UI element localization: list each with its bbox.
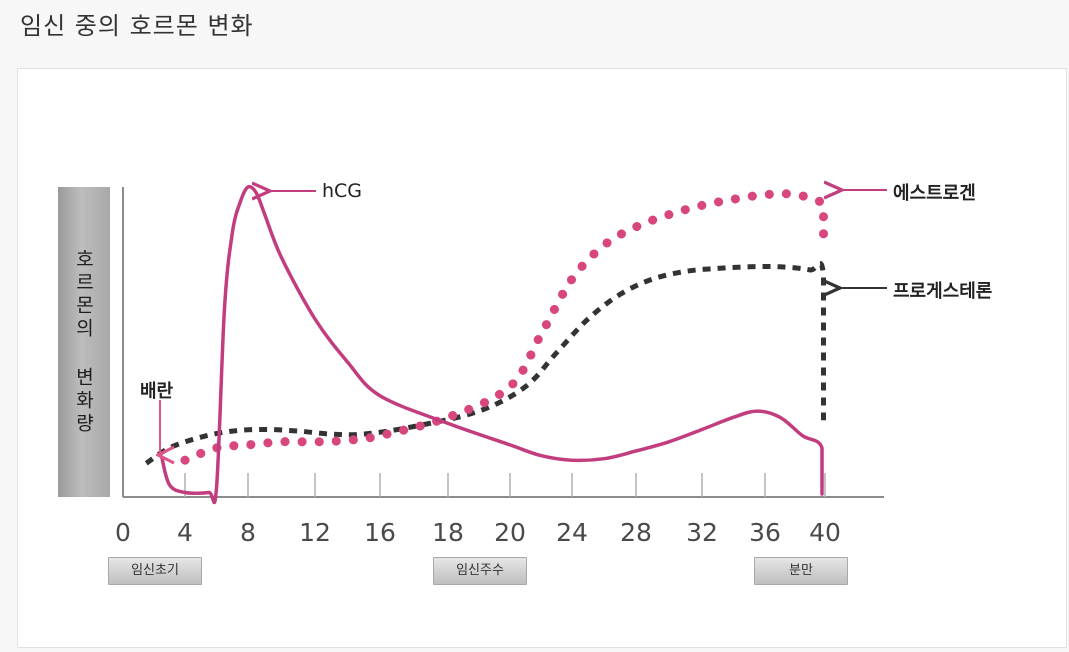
annotation-estrogen: 에스트로겐 [893,183,976,204]
x-tick-label-28: 28 [620,518,652,547]
annotation-progesterone: 프로게스테론 [893,281,993,302]
phase-early: 임신초기 [108,557,202,585]
x-tick-label-0: 0 [115,518,131,547]
y-axis-label-box: 호르몬의 변화량 [58,187,110,497]
series-line-progesterone [144,260,826,466]
x-tick-label-4: 4 [177,518,193,547]
x-tick-label-40: 40 [809,518,841,547]
series-line-hcg [160,184,824,505]
x-tick-label-36: 36 [749,518,781,547]
x-tick-label-24: 24 [556,518,588,547]
y-axis-label: 호르몬의 변화량 [72,248,95,436]
series-line-estrogen [180,189,828,465]
axes [122,187,884,498]
annotation-hcg: hCG [322,180,363,202]
chart-panel [17,68,1067,648]
page-title: 임신 중의 호르몬 변화 [20,12,254,40]
annotation-pointers [160,190,887,455]
annotation-ovulation: 배란 [140,381,174,402]
x-tick-label-18: 18 [432,518,464,547]
x-tick-label-32: 32 [686,518,718,547]
x-tick-label-8: 8 [240,518,256,547]
x-tick-label-12: 12 [299,518,331,547]
phase-delivery: 분만 [754,557,848,585]
phase-weeks: 임신주수 [433,557,527,585]
x-tick-label-16: 16 [364,518,396,547]
x-tick-label-20: 20 [494,518,526,547]
